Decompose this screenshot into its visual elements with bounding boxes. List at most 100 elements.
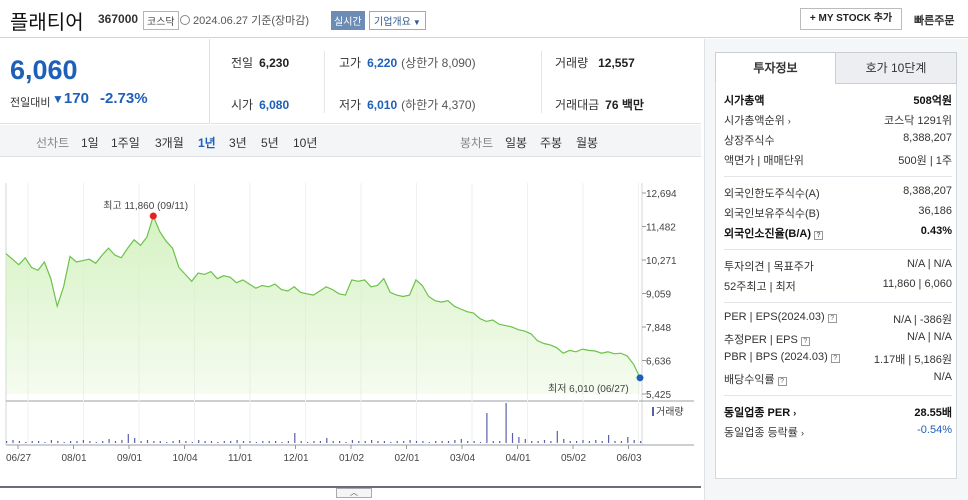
chevron-right-icon[interactable]: ›	[793, 408, 797, 418]
volume-bar	[172, 441, 174, 443]
period-3year[interactable]: 3년	[229, 136, 247, 150]
volume-bar	[63, 442, 65, 443]
volume-bar	[50, 440, 52, 443]
volume-bar	[409, 440, 411, 443]
volume-bar	[82, 440, 84, 443]
row-value: N/A | N/A	[906, 331, 952, 343]
volume-bar	[543, 440, 546, 443]
tab-investment-info[interactable]: 투자정보	[715, 52, 836, 84]
price-line	[5, 214, 641, 379]
period-1day[interactable]: 1일	[81, 136, 99, 150]
volume-bar	[441, 441, 443, 443]
x-tick-label: 01/02	[339, 453, 364, 464]
help-icon[interactable]: ?	[814, 231, 823, 240]
chevron-right-icon[interactable]: ›	[787, 116, 791, 126]
row-rank: 시가총액순위 › 코스닥 1291위	[724, 112, 952, 130]
down-arrow-icon: ▼	[52, 92, 64, 106]
volume-bar	[640, 441, 642, 443]
volume-bar	[121, 440, 123, 443]
low-label: 최저 6,010 (06/27)	[548, 383, 629, 395]
row-sector-change: 동일업종 등락률 › -0.54%	[724, 424, 952, 442]
volume-bar	[159, 441, 161, 443]
price-chart[interactable]: 12,694 11,482 10,271 9,059 7,848 6,636 5,425 0…	[0, 158, 701, 488]
period-5year[interactable]: 5년	[261, 136, 279, 150]
info-tabs: 투자정보 호가 10단계	[715, 52, 957, 84]
period-1week[interactable]: 1주일	[111, 136, 140, 150]
collapse-chart-button[interactable]: ︿	[336, 488, 372, 498]
realtime-badge[interactable]: 실시간	[331, 11, 365, 30]
stat-label: 고가	[339, 56, 362, 70]
per-label: PER | EPS(2024.03)	[724, 311, 825, 323]
volume-bar	[18, 441, 20, 443]
help-icon[interactable]: ?	[800, 337, 810, 346]
row-foreign-rate: 외국인소진율(B/A)? 0.43%	[724, 225, 952, 243]
y-tick-label: 6,636	[646, 357, 671, 368]
div-label: 배당수익률	[724, 374, 775, 386]
row-value: 1.17배 | 5,186원	[873, 354, 952, 366]
stat-low: 저가 6,010 (하한가 4,370)	[339, 96, 476, 113]
volume-label: 거래량	[656, 406, 684, 418]
stat-value: 12,557	[598, 56, 635, 70]
row-label: 외국인소진율(B/A)?	[724, 225, 823, 241]
candle-weekly[interactable]: 주봉	[540, 136, 563, 150]
volume-bar	[595, 440, 597, 443]
row-value: 8,388,207	[903, 132, 952, 144]
row-52week: 52주최고 | 최저 11,860 | 6,060	[724, 278, 952, 296]
volume-bar	[556, 431, 558, 443]
volume-bar	[614, 441, 616, 443]
investment-info-panel: 투자정보 호가 10단계 시가총액 508억원 시가총액순위 › 코스닥 1291위…	[704, 39, 968, 500]
row-value: 11,860 | 6,060	[882, 278, 952, 290]
quick-order-link[interactable]: 빠른주문	[914, 15, 955, 27]
date-value: 2024.06.27	[193, 15, 249, 27]
row-value: 28.55배	[914, 407, 952, 419]
candle-daily[interactable]: 일봉	[505, 136, 528, 150]
period-10year[interactable]: 10년	[293, 136, 318, 150]
price-change-value: 170	[63, 90, 89, 107]
divider	[724, 395, 952, 396]
x-tick-label: 03/04	[450, 453, 475, 464]
per-value: N/A	[893, 314, 911, 326]
period-3month[interactable]: 3개월	[155, 136, 184, 150]
row-label: 외국인보유주식수(B)	[724, 208, 820, 220]
stock-name: 플래티어	[10, 12, 84, 34]
y-tick-label: 5,425	[646, 390, 671, 401]
x-tick-label: 04/01	[506, 453, 531, 464]
add-my-stock-button[interactable]: + MY STOCK 추가	[800, 8, 902, 30]
volume-bar	[511, 433, 514, 443]
volume-bar	[12, 440, 14, 443]
row-foreign-hold: 외국인보유주식수(B) 36,186	[724, 205, 952, 223]
current-price: 6,060	[10, 55, 78, 85]
stat-value: 6,010	[367, 98, 398, 112]
line-chart-label: 선차트	[36, 136, 70, 150]
row-label: PBR | BPS (2024.03)?	[724, 351, 840, 363]
x-tick-label: 10/04	[173, 453, 198, 464]
row-value: 36,186	[918, 205, 952, 217]
row-label: 외국인한도주식수(A)	[724, 188, 820, 200]
volume-bar	[191, 442, 193, 443]
current-price-panel: 6,060 전일대비 ▼170 -2.73%	[0, 39, 210, 124]
help-icon[interactable]: ?	[830, 354, 840, 363]
volume-bar	[569, 441, 571, 443]
volume-bar	[550, 441, 552, 443]
par-value: 500원	[898, 155, 927, 167]
volume-bar	[447, 441, 450, 443]
chevron-right-icon[interactable]: ›	[800, 428, 804, 438]
corp-info-dropdown[interactable]: 기업개요 ▼	[369, 11, 426, 30]
period-1year[interactable]: 1년	[198, 136, 216, 150]
volume-bar	[38, 441, 40, 443]
tab-order-book[interactable]: 호가 10단계	[835, 52, 957, 84]
volume-bar	[166, 442, 168, 443]
help-icon[interactable]: ?	[827, 314, 837, 323]
row-value: N/A | N/A	[906, 258, 952, 270]
stat-prev-close: 전일 6,230	[231, 54, 289, 71]
est-per-label: 추정PER | EPS	[724, 334, 798, 346]
help-icon[interactable]: ?	[777, 377, 787, 386]
volume-bar	[25, 442, 27, 443]
volume-bar	[127, 434, 129, 443]
price-change-pct: -2.73%	[100, 90, 148, 107]
volume-bar	[76, 441, 78, 443]
candle-monthly[interactable]: 월봉	[576, 136, 599, 150]
row-value: N/A	[933, 371, 952, 383]
w52-low: 6,060	[924, 278, 952, 290]
volume-bar	[383, 441, 385, 443]
